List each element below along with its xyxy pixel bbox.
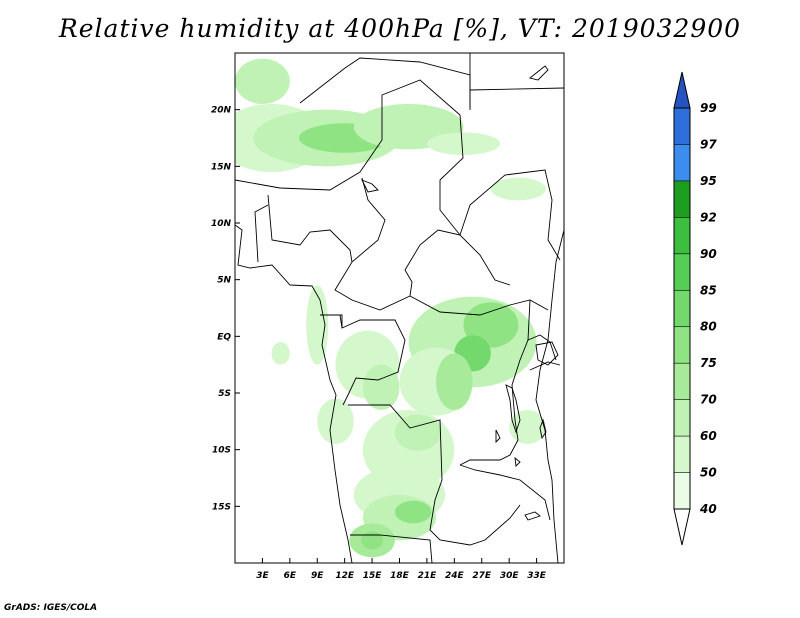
border-gabon [320, 314, 343, 328]
coastline-east [535, 229, 564, 563]
border-sudan [459, 169, 561, 261]
lon-tick-label: 3E [256, 571, 269, 581]
humidity-patch-6 [490, 177, 546, 201]
border-car [404, 229, 511, 297]
lake-tanganyika [505, 384, 521, 434]
humidity-patch-4 [235, 58, 290, 104]
lat-tick-label: 15S [212, 502, 231, 512]
colorbar-segment-9 [674, 144, 690, 181]
colorbar-label: 85 [700, 283, 717, 297]
colorbar-label: 70 [700, 393, 717, 407]
map-title: Relative humidity at 400hPa [%], VT: 201… [58, 14, 742, 43]
lake-sinai [529, 65, 549, 81]
colorbar-label: 75 [700, 356, 717, 370]
lon-tick-label: 12E [335, 571, 355, 581]
lon-tick-label: 15E [363, 571, 383, 581]
lon-tick-label: 30E [500, 571, 520, 581]
colorbar-label: 60 [700, 429, 717, 443]
colorbar-label: 90 [700, 247, 717, 261]
border-angola-drc [348, 404, 443, 481]
lat-tick-label: 10S [212, 446, 231, 456]
colorbar-label: 95 [700, 174, 717, 188]
longitude-ticks: 3E 6E 9E 12E 15E 18E 21E 24E 27E 30E 33E [256, 558, 547, 581]
colorbar-segment-0 [674, 472, 690, 509]
colorbar-label: 99 [700, 101, 717, 115]
colorbar-label: 97 [700, 137, 717, 151]
colorbar-segment-8 [674, 180, 690, 218]
colorbar-label: 80 [700, 320, 717, 334]
humidity-fill-layer [235, 58, 546, 558]
humidity-patch-21 [317, 398, 354, 445]
grads-credit: GrADS: IGES/COLA [4, 603, 98, 613]
lat-tick-label: 10N [211, 219, 232, 229]
lake-malawi [539, 418, 547, 440]
humidity-patch-5 [426, 132, 501, 156]
colorbar-segment-2 [674, 399, 690, 437]
colorbar-lower-arrow [673, 508, 691, 546]
humidity-patch-18 [394, 500, 432, 524]
lon-tick-label: 33E [527, 571, 547, 581]
colorbar-segment-5 [674, 290, 690, 327]
border-benin [254, 204, 269, 263]
lake-kariba [514, 456, 521, 467]
border-tanzania [529, 361, 561, 371]
lon-tick-label: 27E [472, 571, 492, 581]
colorbar-label: 40 [699, 502, 717, 516]
lon-tick-label: 24E [445, 571, 465, 581]
border-sahel [235, 79, 464, 236]
lat-tick-label: 5N [217, 276, 231, 286]
humidity-patch-20 [361, 531, 384, 550]
border-uganda [527, 334, 557, 361]
lake-mweru [495, 429, 501, 444]
humidity-patch-13 [362, 364, 400, 411]
humidity-patch-24 [509, 410, 546, 444]
humidity-patch-22 [306, 285, 329, 365]
colorbar-segment-1 [674, 436, 690, 473]
colorbar-label: 92 [700, 210, 717, 224]
humidity-patch-11 [436, 353, 473, 410]
lat-tick-label: 5S [218, 389, 231, 399]
border-zambia [459, 464, 551, 521]
border-congo [339, 314, 406, 406]
colorbar-segment-3 [674, 363, 690, 400]
border-angola-zambia [429, 479, 521, 546]
latitude-ticks: 20N 15N 10N 5N EQ 5S 10S 15S [211, 106, 240, 512]
colorbar-label: 50 [700, 466, 717, 480]
colorbar: 40 50 60 70 75 80 85 90 92 95 97 99 [673, 71, 717, 546]
colorbar-upper-arrow [673, 71, 691, 109]
humidity-patch-23 [271, 342, 290, 365]
border-angola-south [350, 534, 433, 563]
lon-tick-label: 9E [311, 571, 324, 581]
border-nigeria [267, 194, 353, 263]
lat-tick-label: EQ [217, 332, 231, 342]
humidity-patch-15 [394, 414, 441, 451]
colorbar-segment-6 [674, 253, 690, 291]
lon-tick-label: 21E [418, 571, 438, 581]
lon-tick-label: 18E [390, 571, 410, 581]
lat-tick-label: 20N [211, 106, 232, 116]
lake-bangweulu [524, 511, 541, 521]
lat-tick-label: 15N [211, 162, 232, 172]
lake-victoria [535, 341, 559, 366]
border-drc-north [409, 295, 549, 316]
country-borders [235, 53, 564, 563]
lon-tick-label: 6E [284, 571, 297, 581]
border-ne [469, 87, 564, 91]
colorbar-segment-10 [674, 108, 690, 145]
colorbar-segment-7 [674, 217, 690, 254]
coastline-west [235, 224, 353, 563]
colorbar-segment-4 [674, 326, 690, 364]
lake-chad [361, 179, 379, 193]
